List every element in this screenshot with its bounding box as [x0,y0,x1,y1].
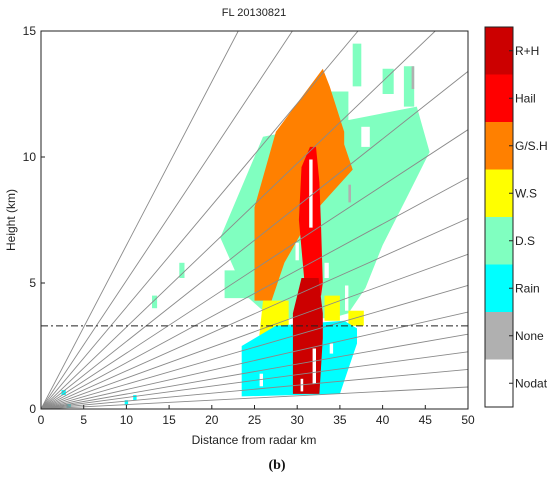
x-tick-label-7: 35 [333,413,347,427]
region-d-s-5 [224,270,255,299]
y-axis-label: Height (km) [4,189,18,251]
elevation-rays [41,31,468,409]
region-nodat-23 [295,242,299,261]
region-nodat-24 [324,262,329,278]
colorbar-swatch-1 [485,74,513,122]
colorbar-label-5: Rain [515,281,540,295]
colorbar-swatch-4 [485,217,513,265]
elevation-ray-6 [41,253,468,409]
region-d-s-3 [382,68,394,94]
x-axis-ticks: 0 5 10 15 20 25 30 35 40 45 50 [38,405,475,427]
elevation-ray-10 [41,71,468,409]
region-w-s-10 [324,295,340,321]
colorbar-swatch-0 [485,27,513,75]
classification-regions [61,43,430,408]
elevation-ray-4 [41,311,468,409]
colorbar-frame [484,26,514,408]
elevation-ray-5 [41,285,468,409]
region-nodat-21 [361,126,370,147]
region-r-h-18 [292,278,323,394]
y-tick-label-1: 5 [29,276,36,290]
x-tick-label-4: 20 [205,413,219,427]
elevation-ray-14 [41,31,239,409]
x-tick-label-6: 30 [291,413,305,427]
region-nodat-28 [329,343,334,354]
region-d-s-2 [352,43,362,87]
colorbar-label-0: R+H [515,44,539,58]
x-tick-label-1: 5 [80,413,87,427]
colorbar-label-1: Hail [515,91,536,105]
x-tick-label-0: 0 [38,413,45,427]
colorbar-swatch-2 [485,122,513,170]
elevation-ray-8 [41,177,468,409]
colorbar-label-3: W.S [515,186,537,200]
colorbar-swatch-5 [485,264,513,312]
x-tick-label-10: 50 [461,413,475,427]
elevation-ray-1 [41,368,468,409]
colorbar-swatch-3 [485,169,513,217]
colorbar-swatch-7 [485,359,513,407]
colorbar-label-7: Nodat [515,376,548,390]
region-none-20 [348,184,351,203]
x-tick-label-2: 10 [120,413,134,427]
colorbar-swatch-6 [485,312,513,360]
region-nodat-27 [312,348,316,384]
y-tick-label-2: 10 [23,150,37,164]
colorbar-label-6: None [515,329,544,343]
region-nodat-26 [259,373,263,387]
elevation-ray-3 [41,333,468,409]
elevation-ray-0 [41,386,468,409]
elevation-ray-13 [41,31,293,409]
colorbar-label-4: D.S [515,234,535,248]
y-axis-ticks: 0 5 10 15 [23,24,45,416]
colorbar: R+H Hail G/S.H W.S D.S Rain None Nodat [484,26,548,408]
elevation-ray-12 [41,31,359,409]
y-tick-label-3: 15 [23,24,37,38]
colorbar-label-2: G/S.H [515,139,548,153]
chart-title: FL 20130821 [222,7,286,19]
elevation-ray-11 [41,31,436,409]
figure-caption: (b) [268,458,285,473]
region-nodat-22 [309,159,313,228]
x-tick-label-3: 15 [162,413,176,427]
x-axis-label: Distance from radar km [192,433,317,447]
y-tick-label-0: 0 [29,402,36,416]
x-tick-label-9: 45 [419,413,433,427]
region-d-s-7 [179,262,185,278]
x-tick-label-8: 40 [376,413,390,427]
elevation-ray-2 [41,351,468,409]
elevation-ray-7 [41,218,468,409]
region-none-19 [411,66,415,89]
elevation-ray-9 [41,129,468,409]
x-tick-label-5: 25 [248,413,262,427]
